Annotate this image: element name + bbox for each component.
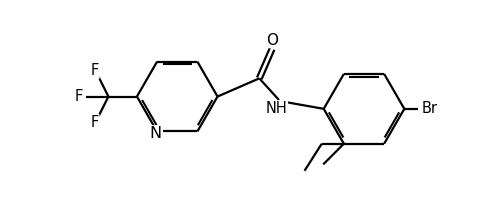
Text: O: O — [266, 32, 278, 48]
Text: F: F — [90, 115, 99, 130]
Text: Br: Br — [422, 101, 438, 116]
Text: NH: NH — [265, 101, 287, 116]
Text: N: N — [150, 126, 162, 141]
Text: F: F — [90, 64, 99, 78]
Text: F: F — [75, 89, 83, 104]
